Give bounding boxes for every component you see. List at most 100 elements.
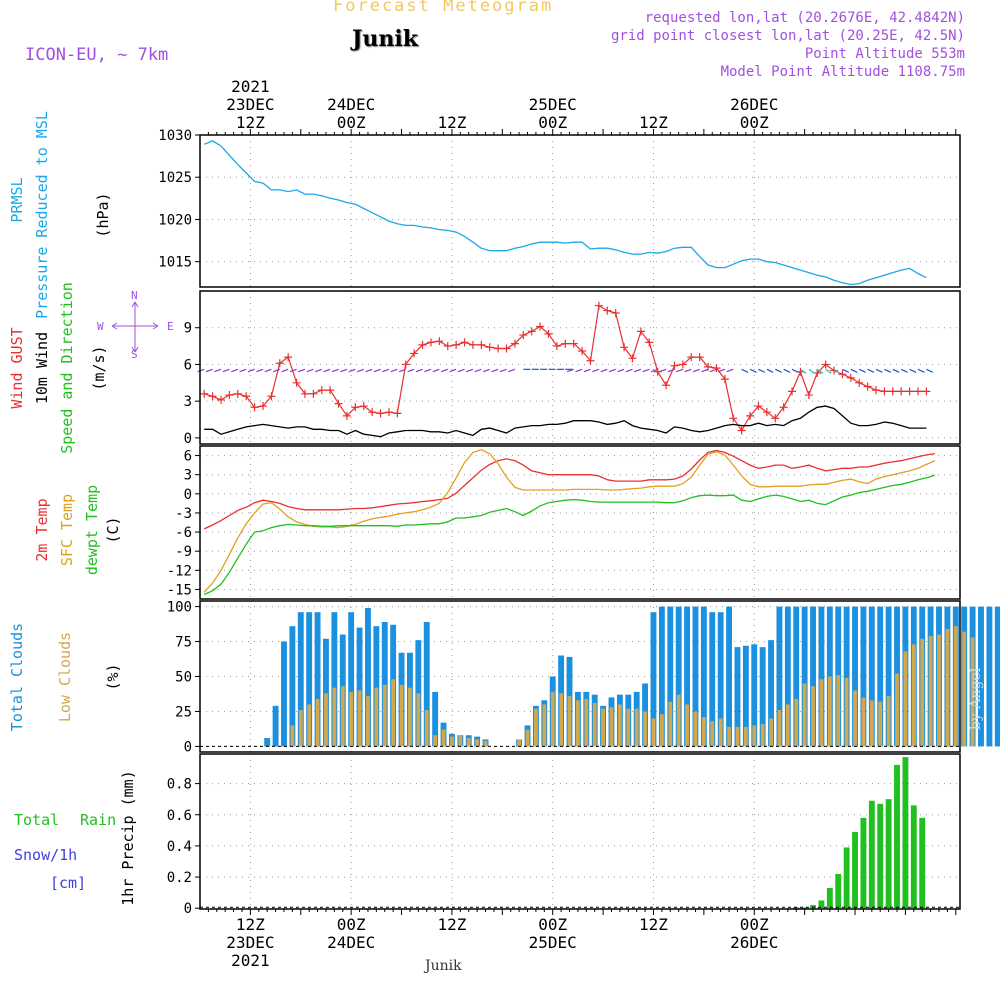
gust-point [485, 343, 494, 352]
sfc-temp-line [203, 449, 936, 593]
rain-bar [793, 907, 800, 909]
total-cloud-bar [793, 606, 800, 747]
gust-point [695, 353, 704, 362]
pressure-unit: (hPa) [94, 192, 112, 237]
gust-point [334, 399, 343, 408]
wind-direction-arrow [415, 368, 423, 373]
gust-point [216, 395, 225, 404]
wind-direction-arrow [314, 368, 322, 373]
time-label-top: 00Z [337, 113, 366, 132]
gust-point [771, 414, 780, 423]
panel-frame [199, 753, 961, 910]
cloud-unit: (%) [104, 663, 122, 690]
wind-direction-arrow [692, 368, 700, 373]
wind-direction-arrow [197, 368, 205, 373]
time-label-top: 26DEC [730, 95, 778, 114]
low-cloud-bar [576, 700, 580, 747]
total-cloud-bar [852, 606, 858, 747]
total-cloud-bar [432, 691, 439, 747]
y-tick-label: 100 [167, 600, 192, 616]
low-cloud-bar [685, 704, 689, 747]
gust-point [317, 386, 326, 395]
wind-direction-arrow [867, 368, 875, 373]
low-cloud-bar [710, 721, 715, 747]
y-tick-label: 0 [184, 431, 192, 447]
wind-direction-arrow [382, 368, 390, 373]
gust-point [460, 338, 469, 347]
gust-point [418, 340, 427, 349]
wind-direction-arrow [390, 368, 398, 373]
low-cloud-bar [937, 634, 941, 747]
low-cloud-bar [517, 739, 522, 747]
gust-point [242, 392, 251, 401]
y-tick-label: 0.6 [167, 808, 192, 824]
gust-point [838, 370, 847, 379]
low-cloud-bar [618, 704, 622, 747]
compass-s: S [131, 348, 138, 361]
low-cloud-bar [743, 726, 748, 747]
total-cloud-bar [742, 645, 749, 747]
total-cloud-bar [264, 738, 271, 747]
low-cloud-bar [811, 686, 815, 747]
gust-point [821, 360, 830, 369]
wind-direction-arrow [909, 368, 917, 373]
snow-unit-label: [cm] [50, 874, 86, 892]
total-cloud-bar [986, 606, 993, 747]
gust-point [846, 373, 855, 382]
time-label-bottom: 12Z [437, 915, 466, 934]
wind-direction-arrow [575, 368, 583, 373]
total-clouds-label: Total Clouds [8, 623, 26, 731]
total-cloud-bar [818, 606, 825, 747]
compass-icon [111, 301, 159, 353]
compass-w: W [97, 320, 104, 333]
wind-direction-arrow [264, 368, 272, 373]
total-cloud-bar [709, 612, 716, 747]
low-cloud-bar [886, 696, 891, 747]
total-cloud-bar [885, 606, 892, 747]
low-cloud-bar [349, 691, 354, 747]
low-cloud-bar [928, 635, 933, 747]
low-cloud-bar [315, 698, 320, 747]
time-label-top: 00Z [538, 113, 567, 132]
gust-point [678, 360, 687, 369]
wind-direction-arrow [365, 368, 373, 373]
wind-direction-arrow [222, 368, 230, 373]
temperature-panel: -15 -12 -9 -6 -3 0 3 6 [167, 446, 960, 599]
wind-direction-arrow [289, 368, 297, 373]
low-cloud-bar [584, 698, 589, 747]
y-tick-label: 3 [184, 394, 192, 410]
y-tick-label: 6 [184, 449, 192, 465]
y-tick-label: 0.8 [167, 777, 192, 793]
rain-bar [919, 817, 926, 909]
wind-direction-arrow [474, 368, 482, 373]
gust-point [914, 387, 923, 396]
total-cloud-bar [667, 606, 674, 747]
wind-direction-arrow [766, 368, 774, 373]
wind-10m-label: 10m Wind [33, 332, 51, 404]
gust-point [309, 389, 318, 398]
gust-point [611, 309, 620, 318]
y-tick-label: 0 [184, 487, 192, 503]
wind-direction-arrow [247, 368, 255, 373]
wind-direction-arrow [482, 368, 490, 373]
total-cloud-bar [692, 606, 699, 747]
low-cloud-bar [668, 701, 673, 747]
gust-point [292, 378, 301, 387]
low-cloud-bar [920, 638, 925, 747]
total-cloud-bar [314, 612, 321, 747]
gust-point [897, 387, 906, 396]
gust-point [712, 364, 721, 373]
rain-bar [826, 887, 833, 909]
wind-direction-arrow [583, 368, 591, 373]
low-cloud-bar [357, 690, 362, 747]
gust-point [762, 408, 771, 417]
low-cloud-bar [853, 690, 857, 747]
gust-point [687, 353, 696, 362]
time-label-top: 23DEC [226, 95, 274, 114]
total-cloud-bar [373, 626, 380, 747]
dewpt-temp-line [203, 474, 935, 596]
chart-title: Forecast Meteogram [333, 0, 554, 16]
wind-direction-arrow [432, 368, 440, 373]
rain-bar [885, 799, 892, 909]
footer-location: Junik [425, 958, 462, 974]
